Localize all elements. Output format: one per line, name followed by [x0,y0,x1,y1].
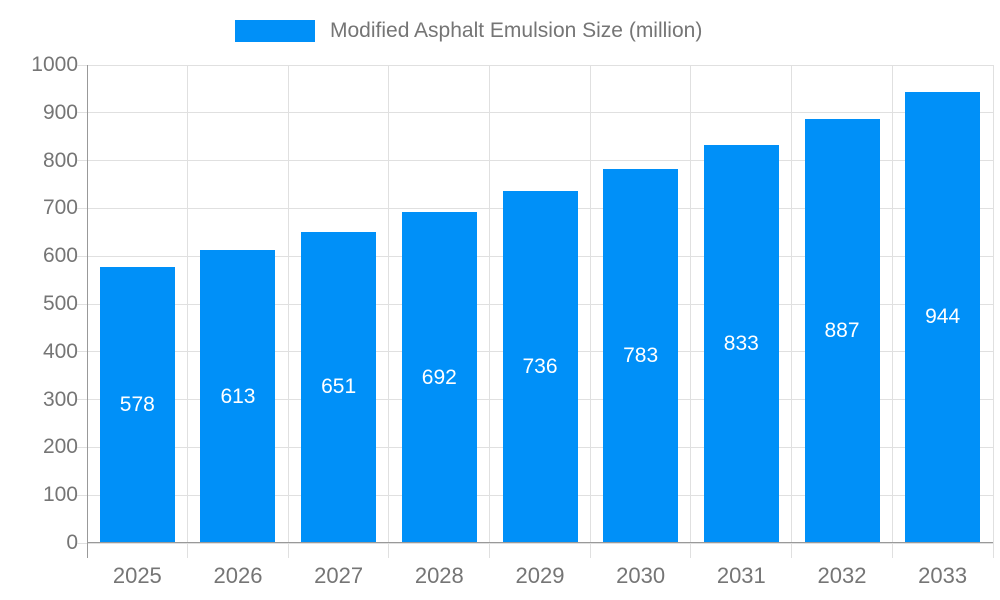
y-tick-label: 400 [42,339,78,363]
legend: Modified Asphalt Emulsion Size (million) [235,19,702,43]
bar-2031: 833 [703,144,779,543]
vertical-gridline [891,65,893,558]
bar-2026: 613 [200,250,276,543]
y-tick-label: 300 [42,387,78,411]
vertical-gridline [388,65,390,558]
vertical-gridline [287,65,289,558]
vertical-gridline [791,65,793,558]
legend-label: Modified Asphalt Emulsion Size (million) [330,19,703,42]
x-axis-labels: 2025 2026 2027 2028 2029 2030 2031 2032 2033 [87,559,993,593]
y-tick-label: 500 [42,292,78,315]
bar-value-label: 944 [925,305,961,329]
bar-2030: 783 [603,168,679,543]
y-axis-line [87,65,88,558]
y-tick-label: 200 [42,435,78,459]
x-tick-label: 2033 [918,563,968,588]
bar-value-label: 578 [119,392,155,416]
y-tick-label: 600 [42,244,78,268]
bar-2027: 651 [301,231,377,543]
bar-value-label: 651 [321,375,357,399]
bar-2033: 944 [905,91,981,543]
x-tick-label: 2032 [817,563,867,588]
x-axis-line [87,542,993,543]
bar-value-label: 613 [220,384,256,408]
vertical-gridline [589,65,591,558]
y-tick-label: 800 [42,148,78,172]
y-tick-label: 700 [42,196,78,220]
x-tick-label: 2027 [314,563,364,588]
y-tick-label: 900 [42,100,78,124]
legend-swatch [235,20,315,42]
x-tick-label: 2030 [616,563,666,588]
horizontal-gridline [77,160,993,162]
bar-2028: 692 [401,212,477,543]
x-tick-label: 2029 [515,563,565,588]
x-tick-label: 2031 [716,563,766,588]
x-tick-label: 2028 [414,563,464,588]
y-tick-label: 1000 [31,53,78,76]
bar-value-label: 887 [824,319,860,342]
x-tick-label: 2025 [112,563,162,588]
bar-value-label: 783 [623,343,659,367]
horizontal-gridline [77,64,993,66]
vertical-gridline [489,65,491,558]
vertical-gridline [992,65,994,558]
bar-value-label: 736 [522,355,558,379]
plot-area: 578 613 651 692 736 783 833 887 944 [77,64,994,558]
bar-2032: 887 [804,119,880,543]
horizontal-gridline [77,112,993,114]
bar-2025: 578 [99,266,175,543]
bar-value-label: 833 [723,331,759,355]
vertical-gridline [187,65,189,558]
bar-2029: 736 [502,191,578,543]
y-tick-label: 0 [66,531,78,554]
bar-value-label: 692 [421,365,457,389]
y-axis-labels: 0 100 200 300 400 500 600 700 800 900 1000 [0,53,78,554]
horizontal-gridline [77,542,993,544]
vertical-gridline [690,65,692,558]
x-tick-label: 2026 [213,563,263,588]
y-tick-label: 100 [42,483,78,507]
